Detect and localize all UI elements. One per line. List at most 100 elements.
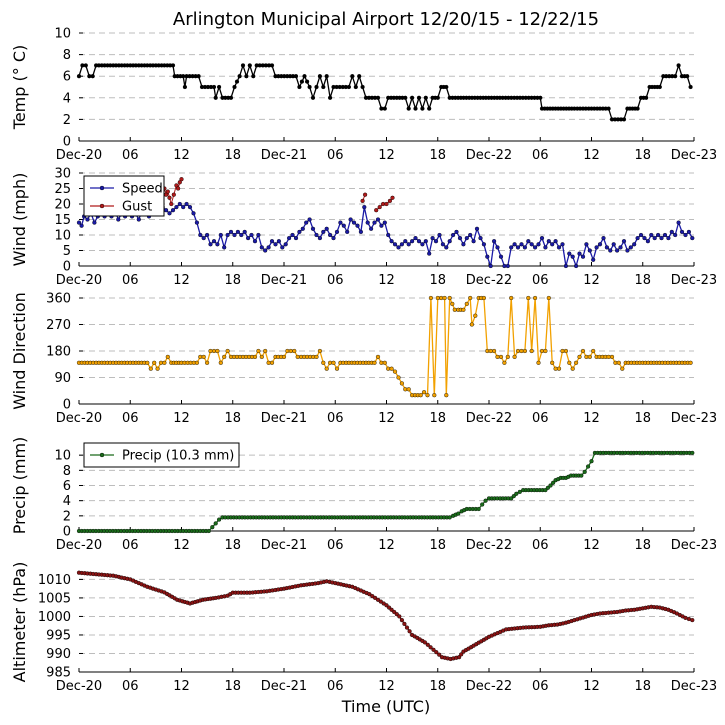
x-tick-label: 12: [583, 411, 600, 426]
data-point: [170, 208, 176, 213]
data-point: [225, 232, 230, 238]
y-tick-label: 4: [63, 494, 71, 509]
data-point: [283, 242, 288, 247]
data-point: [76, 74, 82, 79]
data-point: [222, 354, 227, 359]
data-point: [432, 393, 437, 398]
data-point: [420, 242, 425, 247]
data-point: [529, 348, 534, 354]
data-point: [456, 511, 461, 516]
data-point: [194, 360, 199, 365]
legend-swatch-marker: [99, 452, 105, 458]
data-point: [492, 239, 497, 244]
data-point: [280, 245, 285, 250]
data-point: [468, 295, 473, 301]
data-point: [573, 263, 579, 269]
x-tick-label: 06: [122, 679, 139, 694]
data-point: [317, 348, 322, 354]
data-point: [201, 236, 206, 241]
data-point: [181, 205, 186, 210]
data-point: [471, 239, 476, 244]
y-axis-label: Precip (mm): [10, 437, 29, 535]
data-point: [350, 74, 355, 79]
data-point: [174, 205, 179, 210]
data-point: [244, 74, 249, 79]
x-tick-label: Dec-21: [261, 679, 307, 694]
data-point: [314, 354, 319, 359]
x-tick-label: 12: [173, 411, 190, 426]
data-point: [205, 232, 210, 238]
series-line: [78, 63, 692, 121]
data-point: [211, 84, 217, 90]
data-point: [198, 232, 203, 238]
data-point: [591, 257, 596, 262]
y-tick-label: 990: [46, 647, 71, 662]
data-point: [657, 84, 662, 90]
data-point: [252, 239, 258, 244]
data-point: [234, 79, 240, 84]
data-point: [410, 239, 415, 244]
data-point: [360, 84, 365, 90]
data-point: [373, 595, 378, 600]
data-point: [406, 387, 411, 392]
data-point: [422, 390, 427, 395]
data-point: [375, 217, 381, 222]
data-point: [321, 84, 326, 90]
data-point: [474, 226, 480, 231]
data-point: [673, 232, 678, 238]
data-point: [546, 295, 551, 301]
x-tick-label: 12: [583, 273, 600, 288]
data-point: [690, 450, 695, 455]
data-point: [169, 201, 174, 207]
data-point: [666, 236, 671, 241]
data-point: [206, 528, 211, 534]
data-point: [222, 245, 227, 250]
x-tick-label: 18: [224, 679, 241, 694]
data-point: [392, 369, 398, 374]
panel-direction: 0 90 180 270 360 Dec-20 06 12 18 Dec-21 06 12 18 Dec-…: [10, 292, 717, 427]
data-point: [545, 485, 550, 490]
data-point: [79, 223, 84, 228]
data-point: [481, 242, 486, 247]
data-point: [402, 621, 407, 626]
series-precip-10-3-mm: [76, 450, 695, 534]
y-axis-label: Altimeter (hPa): [10, 562, 29, 683]
data-point: [218, 360, 223, 365]
data-point: [269, 63, 275, 68]
data-point: [509, 496, 514, 501]
y-tick-label: 6: [63, 479, 71, 494]
data-point: [577, 251, 582, 256]
data-point: [83, 63, 88, 68]
y-tick-label: 2: [63, 113, 71, 128]
data-point: [638, 232, 644, 238]
x-tick-label: Dec-22: [466, 538, 512, 553]
data-point: [165, 354, 170, 359]
data-point: [427, 251, 432, 256]
data-point: [514, 491, 519, 496]
data-point: [628, 245, 633, 250]
data-point: [423, 239, 428, 244]
data-point: [360, 198, 365, 203]
x-tick-label: Dec-20: [56, 273, 102, 288]
data-point: [297, 84, 302, 90]
data-point: [444, 84, 449, 90]
data-point: [176, 186, 181, 191]
data-point: [324, 366, 329, 371]
data-point: [348, 217, 353, 222]
data-point: [543, 348, 548, 354]
y-axis-label: Temp (° C): [10, 45, 29, 130]
data-point: [662, 232, 668, 238]
data-point: [645, 239, 650, 244]
data-point: [444, 245, 449, 250]
data-point: [655, 232, 661, 238]
data-point: [621, 239, 627, 244]
x-tick-label: Dec-21: [261, 538, 307, 553]
y-tick-label: 0: [63, 398, 71, 413]
data-point: [382, 360, 387, 365]
x-tick-label: 06: [122, 411, 139, 426]
data-point: [442, 295, 447, 301]
data-point: [179, 177, 184, 182]
data-point: [378, 599, 383, 604]
series-gust: [162, 177, 395, 213]
